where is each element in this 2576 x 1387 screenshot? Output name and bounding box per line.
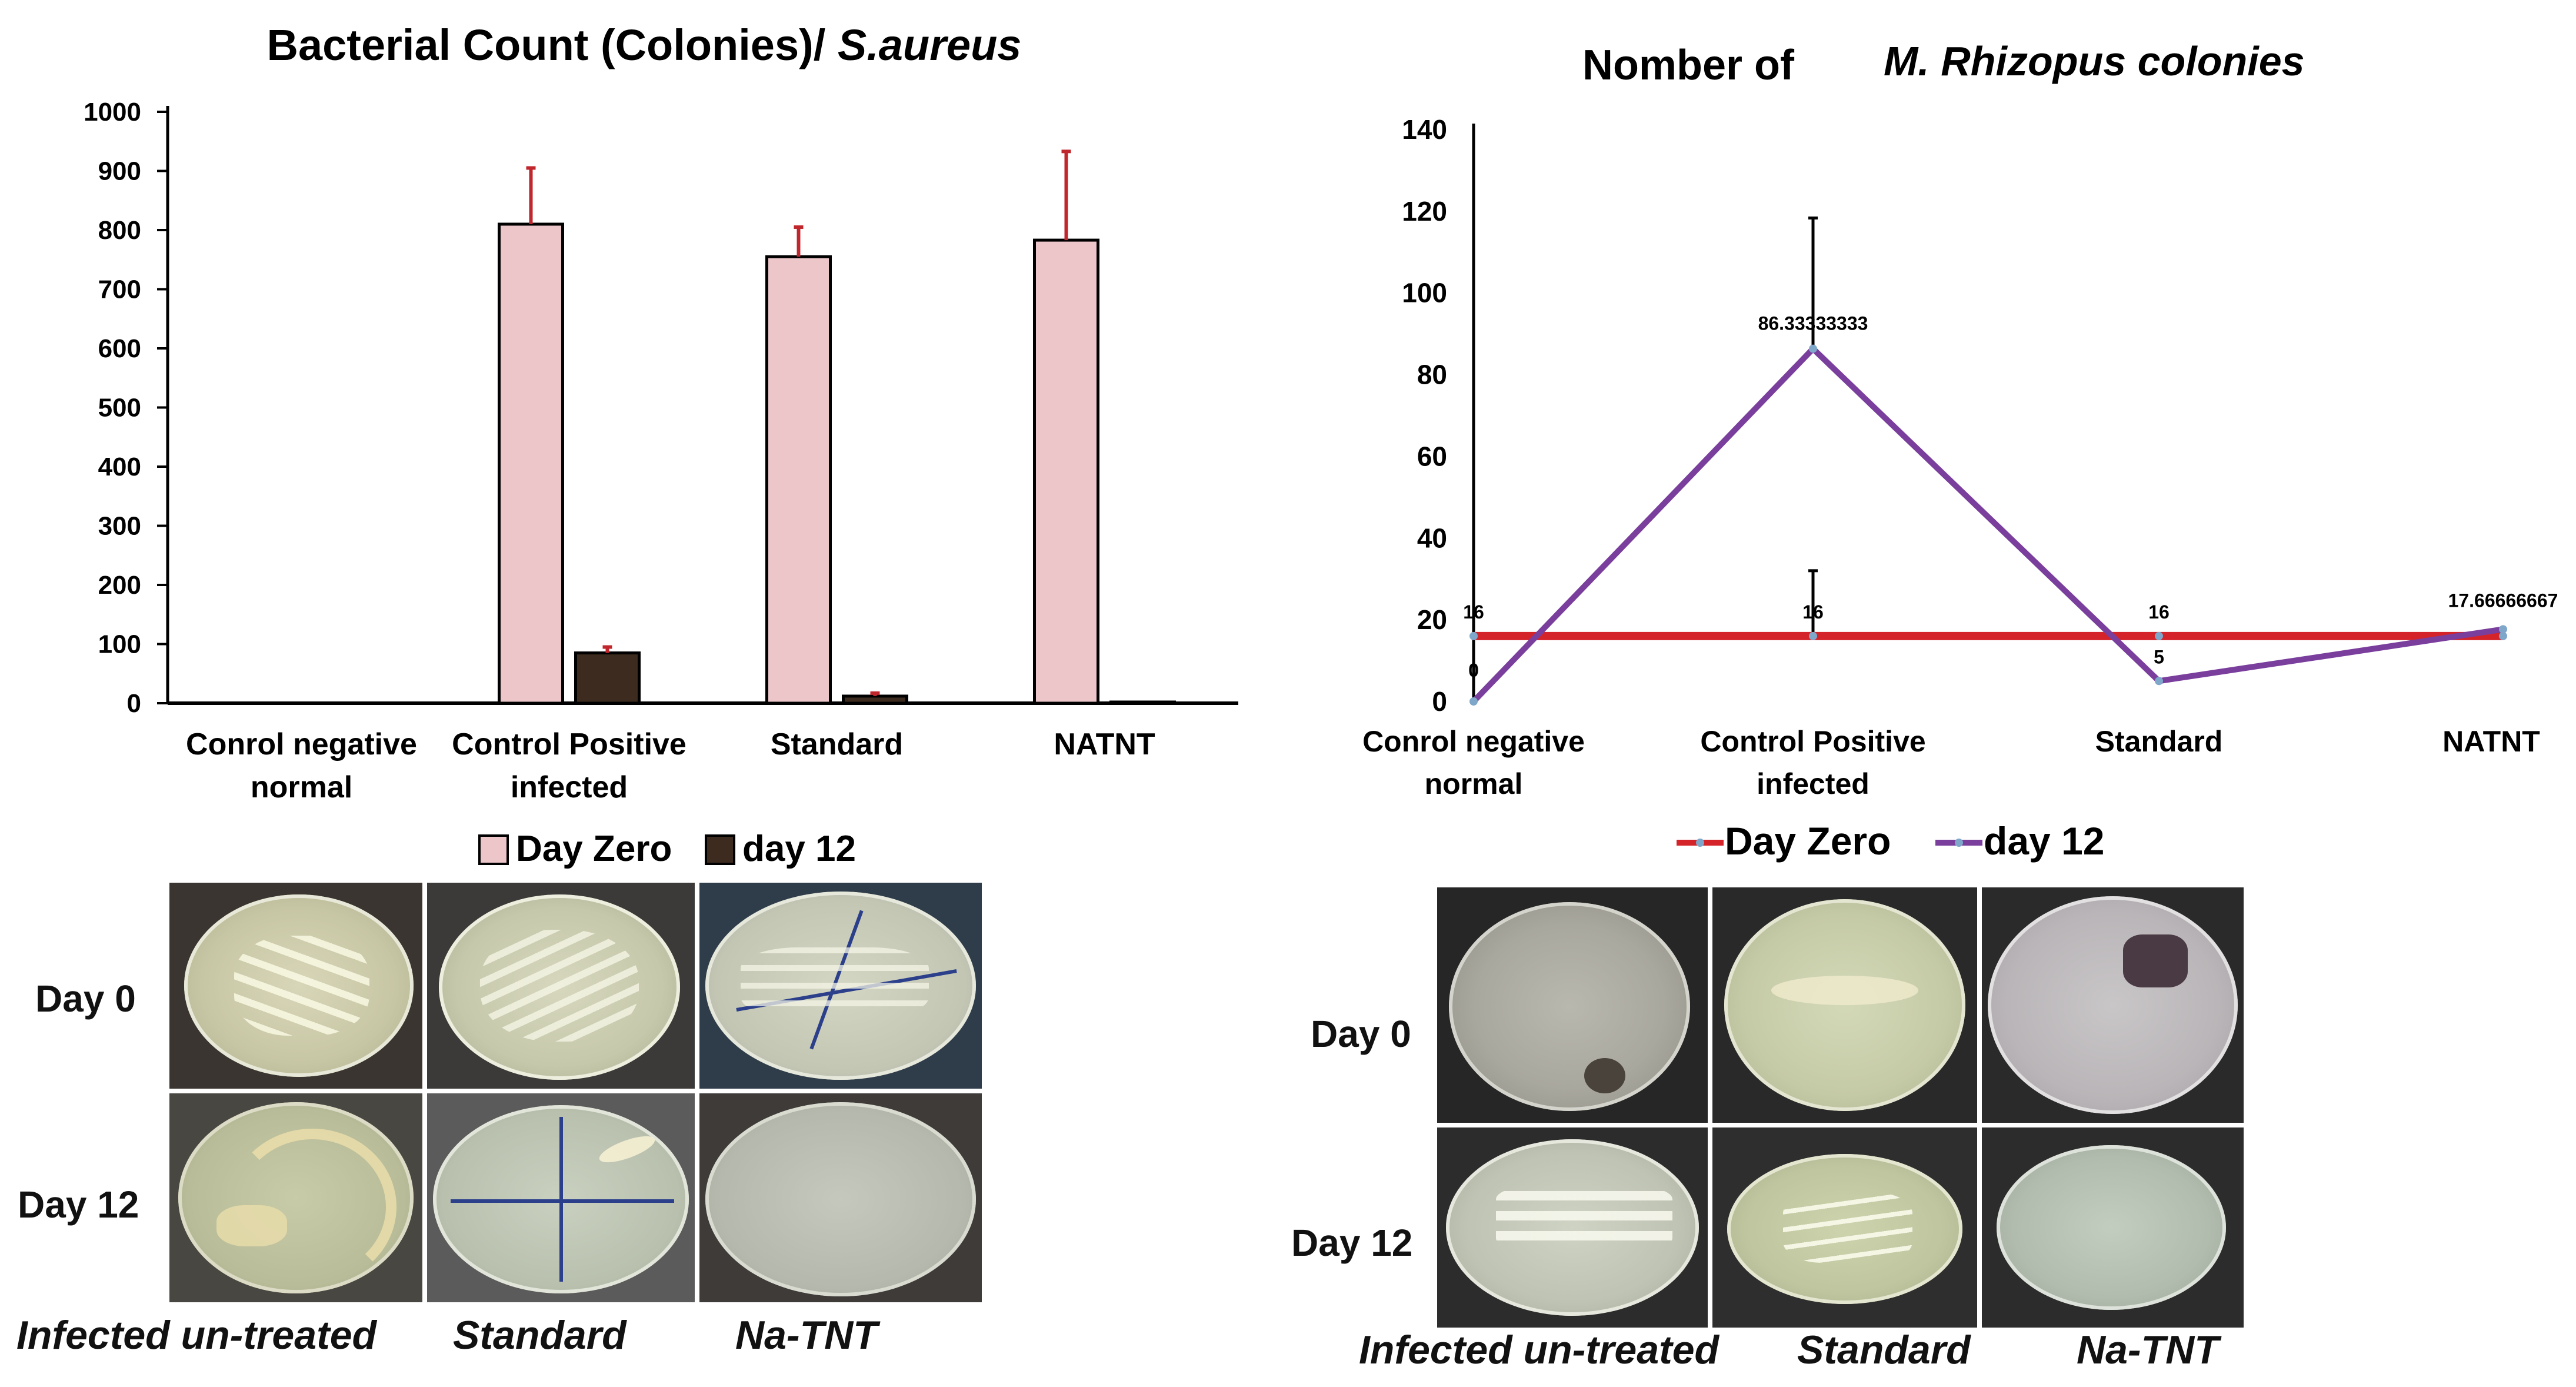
data-point [1469, 631, 1478, 640]
x-tick-label: normal [251, 770, 352, 804]
y-tick-label: 0 [1432, 686, 1447, 717]
y-tick-label: 400 [98, 453, 141, 481]
row-label-day12: Day 12 [1291, 1222, 1413, 1264]
data-label: 16 [1802, 601, 1824, 623]
y-tick-label: 140 [1402, 114, 1447, 145]
photo-infected-day12 [169, 1093, 422, 1302]
y-tick-label: 700 [98, 275, 141, 304]
x-tick-label: NATNT [2442, 725, 2540, 758]
bar [842, 694, 908, 705]
y-tick-label: 40 [1417, 523, 1447, 553]
col-label-natnt: Na-TNT [735, 1313, 878, 1358]
chart-title-text: Bacterial Count (Colonies)/ [267, 21, 838, 69]
photo-rhizopus-natnt-day12 [1982, 1127, 2244, 1328]
col-label-natnt: Na-TNT [2077, 1328, 2219, 1372]
photo-rhizopus-natnt-day0 [1982, 887, 2244, 1123]
photo-rhizopus-standard-day12 [1712, 1127, 1977, 1328]
col-label-standard: Standard [1797, 1328, 1971, 1372]
left-photo-grid [169, 883, 982, 1302]
photo-rhizopus-standard-day0 [1712, 887, 1977, 1123]
y-tick-label: 300 [98, 512, 141, 541]
data-point [2499, 625, 2507, 634]
photo-natnt-day12 [699, 1093, 982, 1302]
y-tick-label: 600 [98, 334, 141, 363]
chart-title-overlay: M. Rhizopus colonies [1884, 38, 2305, 84]
bar [574, 651, 641, 705]
legend-swatch [478, 834, 509, 865]
y-tick-label: 200 [98, 571, 141, 600]
chart-title: Bacterial Count (Colonies)/ S.aureus [267, 21, 1022, 69]
row-label-day12: Day 12 [18, 1183, 139, 1226]
data-label: 16 [1463, 601, 1484, 623]
photo-standard-day0 [427, 883, 695, 1089]
x-tick-label: Conrol negative [186, 727, 417, 761]
data-point [1809, 344, 1817, 353]
y-tick-label: 100 [1402, 278, 1447, 308]
bar [765, 255, 832, 705]
x-tick-label: Control Positive [1700, 725, 1925, 758]
x-tick-label: NATNT [1054, 727, 1155, 761]
bar [1109, 700, 1176, 705]
x-tick-label: normal [1425, 767, 1523, 800]
photo-natnt-day0 [699, 883, 982, 1089]
legend-label: Day Zero [1725, 819, 1891, 863]
series-line [1471, 344, 2504, 704]
data-label: 16 [2148, 601, 2170, 623]
y-tick-label: 100 [98, 630, 141, 659]
data-point [2499, 631, 2507, 640]
data-label: 86.33333333 [1758, 313, 1868, 334]
y-tick-label: 800 [98, 216, 141, 245]
data-point [2155, 631, 2163, 640]
legend-swatch [705, 834, 735, 865]
photo-infected-day0 [169, 883, 422, 1089]
photo-rhizopus-infected-day0 [1437, 887, 1708, 1123]
data-point [1469, 697, 1478, 706]
y-tick-label: 900 [98, 157, 141, 186]
y-tick-label: 1000 [84, 98, 141, 127]
chart-title-italic: S.aureus [838, 21, 1022, 69]
y-tick-label: 500 [98, 394, 141, 423]
chart-title-prefix: Nomber of [1582, 42, 1795, 89]
x-tick-label: Standard [771, 727, 903, 761]
row-label-day0: Day 0 [35, 977, 136, 1020]
row-label-day0: Day 0 [1311, 1013, 1411, 1055]
legend-label: day 12 [742, 829, 856, 869]
legend-marker [1955, 839, 1963, 847]
data-label: 0 [1468, 660, 1479, 681]
right-photo-grid [1437, 887, 2244, 1328]
y-tick-label: 80 [1417, 360, 1447, 390]
rhizopus-colonies-line-chart: Nomber of M. Rhizopus colonies 0 20 40 60 80 10… [1362, 35, 2558, 863]
x-tick-label: infected [1757, 767, 1869, 800]
bar [1033, 238, 1099, 705]
x-tick-label: Standard [2095, 725, 2223, 758]
col-label-infected: Infected un-treated [16, 1313, 377, 1358]
bacterial-count-bar-chart: Bacterial Count (Colonies)/ S.aureus 0 100… [84, 21, 1238, 869]
y-tick-label: 60 [1417, 441, 1447, 471]
data-point [1809, 631, 1817, 640]
data-point [2155, 677, 2163, 686]
legend-marker [1696, 839, 1704, 847]
y-tick-label: 120 [1402, 196, 1447, 227]
col-label-standard: Standard [453, 1313, 626, 1358]
photo-rhizopus-infected-day12 [1437, 1127, 1708, 1328]
x-tick-label: Control Positive [452, 727, 687, 761]
photo-standard-day12 [427, 1093, 695, 1302]
col-label-infected: Infected un-treated [1359, 1328, 1719, 1372]
y-tick-label: 20 [1417, 604, 1447, 635]
data-label: 17.66666667 [2448, 590, 2558, 611]
y-tick-label: 0 [127, 689, 141, 718]
legend-label: day 12 [1984, 819, 2104, 863]
data-label: 5 [2154, 646, 2164, 667]
x-tick-label: infected [511, 770, 628, 804]
bar [498, 222, 564, 705]
title-mask [1848, 35, 1860, 94]
legend-label: Day Zero [516, 829, 672, 869]
x-tick-label: Conrol negative [1362, 725, 1585, 758]
